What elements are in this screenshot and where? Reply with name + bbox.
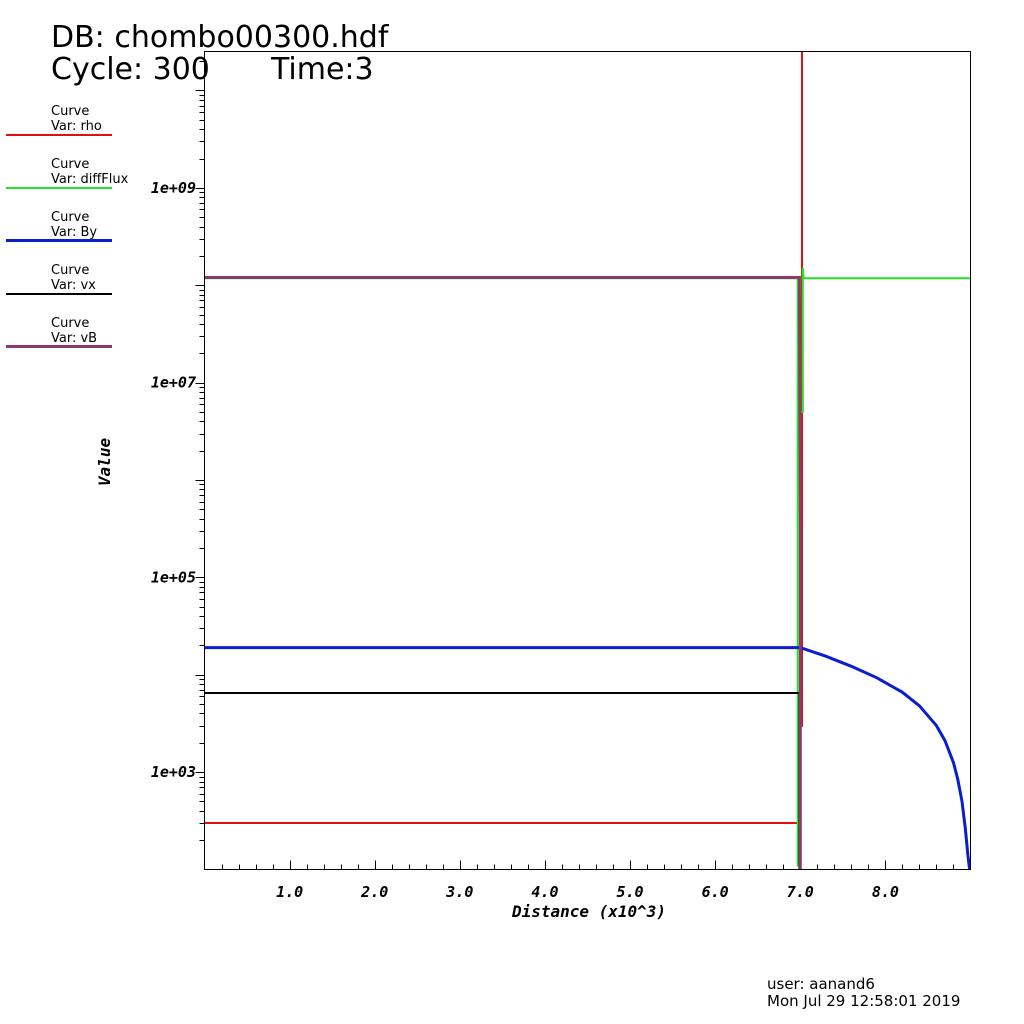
legend-swatch-vb	[6, 345, 112, 348]
legend-swatch-rho	[6, 134, 112, 136]
legend-title: Curve	[51, 104, 90, 119]
db-title: DB: chombo00300.hdf	[51, 20, 389, 55]
legend-var-vx: Var: vx	[51, 278, 96, 293]
tick-labels: 1.0 2.0 3.0 4.0 5.0 6.0 7.0 8.0 1e+03 1e+05 1e+07 1…	[151, 179, 899, 901]
y-tick-label: 1e+03	[151, 763, 196, 781]
x-tick-label: 3.0	[445, 883, 473, 901]
x-tick-label: 1.0	[276, 883, 303, 901]
x-tick-label: 5.0	[617, 883, 644, 901]
series-group	[204, 51, 972, 870]
x-tick-label: 4.0	[531, 883, 558, 901]
legend-var-rho: Var: rho	[51, 119, 102, 134]
cycle-label: Cycle: 300	[51, 52, 210, 87]
y-axis-title: Value	[95, 438, 114, 487]
footer-user: user: aanand6	[767, 975, 875, 993]
x-axis-title: Distance (x10^3)	[511, 902, 666, 921]
legend-title: Curve	[51, 263, 90, 278]
y-tick-label: 1e+09	[151, 179, 196, 197]
time-label: Time:3	[271, 52, 374, 87]
x-tick-label: 2.0	[360, 883, 388, 901]
series-line-by	[204, 646, 972, 870]
series-line-rho	[204, 51, 803, 824]
legend-swatch-vx	[6, 293, 112, 295]
legend-swatch-diffflux	[6, 187, 112, 189]
series-line-diffflux	[204, 268, 971, 867]
series-line-vb	[204, 276, 802, 870]
y-tick-label: 1e+07	[151, 374, 196, 392]
plot-frame	[204, 51, 971, 870]
legend-var-by: Var: By	[51, 225, 98, 240]
series-line-vx	[204, 692, 801, 870]
x-tick-label: 8.0	[872, 883, 899, 901]
legend-title: Curve	[51, 316, 90, 331]
footer-date: Mon Jul 29 12:58:01 2019	[767, 992, 961, 1010]
x-tick-label: 7.0	[787, 883, 814, 901]
legend-var-vb: Var: vB	[51, 331, 98, 346]
axis-ticks	[195, 61, 954, 870]
y-tick-label: 1e+05	[151, 568, 196, 586]
legend-var-diffflux: Var: diffFlux	[51, 172, 129, 187]
legend-title: Curve	[51, 157, 90, 172]
legend-swatch-by	[6, 239, 112, 242]
x-tick-label: 6.0	[702, 883, 729, 901]
legend-title: Curve	[51, 210, 90, 225]
